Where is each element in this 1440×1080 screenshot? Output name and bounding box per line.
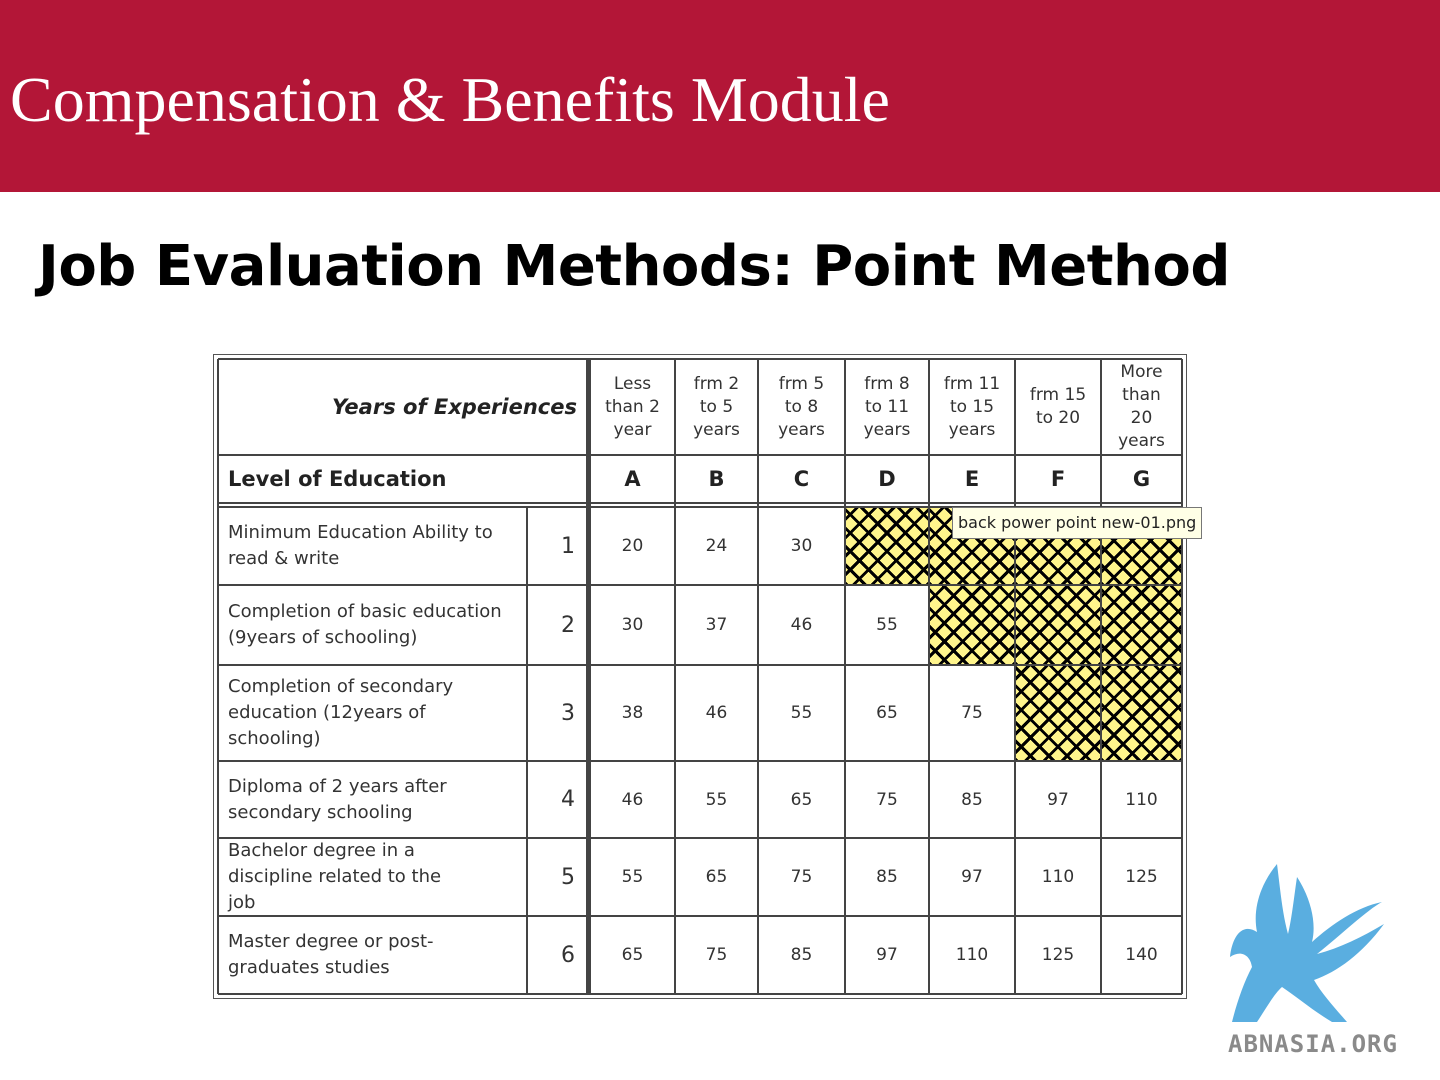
education-level-label: Diploma of 2 years after secondary schoo…	[228, 775, 447, 823]
column-letter: C	[793, 467, 810, 491]
grid-line	[218, 358, 1182, 360]
column-header: frm 8 to 11 years	[863, 373, 911, 440]
grid-line	[1100, 359, 1102, 994]
point-value-cell: 46	[621, 789, 644, 810]
point-value-cell: 65	[621, 945, 644, 965]
hatched-cell	[929, 585, 1015, 665]
point-value-cell: 110	[955, 945, 989, 965]
grid-line	[928, 359, 930, 994]
point-value-cell: 75	[961, 703, 983, 723]
point-value-cell: 125	[1041, 945, 1075, 965]
point-value-cell: 46	[790, 615, 813, 635]
griffin-icon	[1230, 864, 1384, 1022]
hatched-cell	[1101, 665, 1182, 761]
point-value-cell: 65	[790, 789, 813, 810]
point-value-cell: 37	[705, 615, 728, 635]
education-level-label: Minimum Education Ability to read & writ…	[228, 522, 493, 569]
point-value-cell: 65	[876, 703, 898, 723]
grid-line	[218, 915, 1182, 917]
point-value-cell: 85	[876, 867, 898, 887]
point-value-cell: 30	[790, 536, 813, 556]
grid-line	[844, 359, 846, 994]
column-letter: G	[1132, 467, 1151, 491]
point-value-cell: 30	[621, 615, 644, 635]
column-letter: A	[624, 467, 641, 491]
column-letter: D	[878, 467, 896, 491]
grid-line	[218, 993, 1182, 995]
education-level-label: Completion of basic education (9years of…	[228, 601, 502, 648]
grid-line	[218, 837, 1182, 839]
grid-line	[218, 584, 1182, 586]
grid-line	[674, 359, 676, 994]
hatched-cell	[1101, 585, 1182, 665]
point-value-cell: 55	[621, 867, 644, 887]
education-level-label: Completion of secondary education (12yea…	[228, 676, 454, 749]
point-value-cell: 85	[961, 789, 983, 810]
hatched-cell	[845, 507, 929, 585]
grid-line	[217, 359, 219, 994]
hatched-cell	[1015, 585, 1101, 665]
education-level-number: 5	[561, 864, 575, 890]
level-of-education-header: Level of Education	[228, 467, 447, 491]
point-value-cell: 75	[790, 867, 813, 887]
grid-line	[218, 454, 587, 456]
grid-line	[586, 359, 589, 994]
table-frame	[213, 354, 1187, 999]
header-title: Compensation & Benefits Module	[10, 64, 890, 135]
point-value-cell: 65	[705, 867, 728, 887]
point-value-cell: 20	[621, 536, 644, 556]
point-value-cell: 75	[705, 945, 728, 965]
slide-title: Job Evaluation Methods: Point Method	[38, 234, 1230, 299]
point-value-cell: 55	[790, 703, 813, 723]
point-value-cell: 75	[876, 789, 898, 810]
point-value-cell: 97	[1047, 789, 1069, 810]
point-value-cell: 24	[705, 536, 728, 556]
column-header: Less than 2 year	[605, 373, 660, 440]
education-level-number: 2	[561, 612, 575, 638]
grid-line	[589, 359, 591, 994]
point-value-cell: 140	[1125, 945, 1158, 965]
logo-text: ABNASIA.ORG	[1228, 1030, 1398, 1058]
column-header: More than 20 years	[1118, 362, 1165, 451]
grid-line	[757, 359, 759, 994]
grid-line	[218, 506, 1182, 508]
point-value-cell: 97	[961, 867, 983, 887]
point-value-cell: 38	[621, 703, 644, 723]
point-value-cell: 46	[705, 703, 728, 723]
grid-line	[1181, 359, 1183, 994]
column-letter: B	[708, 467, 725, 491]
column-header: frm 2 to 5 years	[693, 373, 740, 440]
point-value-cell: 110	[1125, 789, 1158, 810]
education-level-label: Bachelor degree in a discipline related …	[228, 840, 442, 913]
grid-line	[218, 502, 1182, 504]
point-value-cell: 97	[876, 945, 898, 965]
grid-line	[218, 760, 1182, 762]
column-letter: E	[964, 467, 980, 491]
point-value-cell: 125	[1125, 867, 1158, 887]
point-value-cell: 55	[876, 615, 898, 635]
column-header: frm 11 to 15 years	[943, 373, 1001, 440]
education-level-number: 4	[561, 787, 575, 812]
image-tooltip: back power point new-01.png	[952, 507, 1202, 539]
column-letter: F	[1050, 467, 1066, 491]
years-of-experiences-header: Years of Experiences	[331, 395, 577, 419]
hatched-cell	[1015, 665, 1101, 761]
education-level-number: 3	[561, 700, 575, 726]
column-header: frm 15 to 20	[1029, 385, 1087, 428]
grid-line	[218, 664, 1182, 666]
point-value-cell: 85	[790, 945, 813, 965]
point-value-cell: 55	[705, 789, 728, 810]
grid-line	[526, 507, 528, 994]
grid-line	[1014, 359, 1016, 994]
grid-line	[590, 454, 1182, 456]
education-level-number: 1	[561, 533, 575, 559]
column-header: frm 5 to 8 years	[778, 373, 825, 440]
education-level-label: Master degree or post-graduates studies	[228, 931, 434, 978]
education-level-number: 6	[561, 942, 575, 968]
header-band	[0, 0, 1440, 192]
point-value-cell: 110	[1041, 867, 1075, 887]
